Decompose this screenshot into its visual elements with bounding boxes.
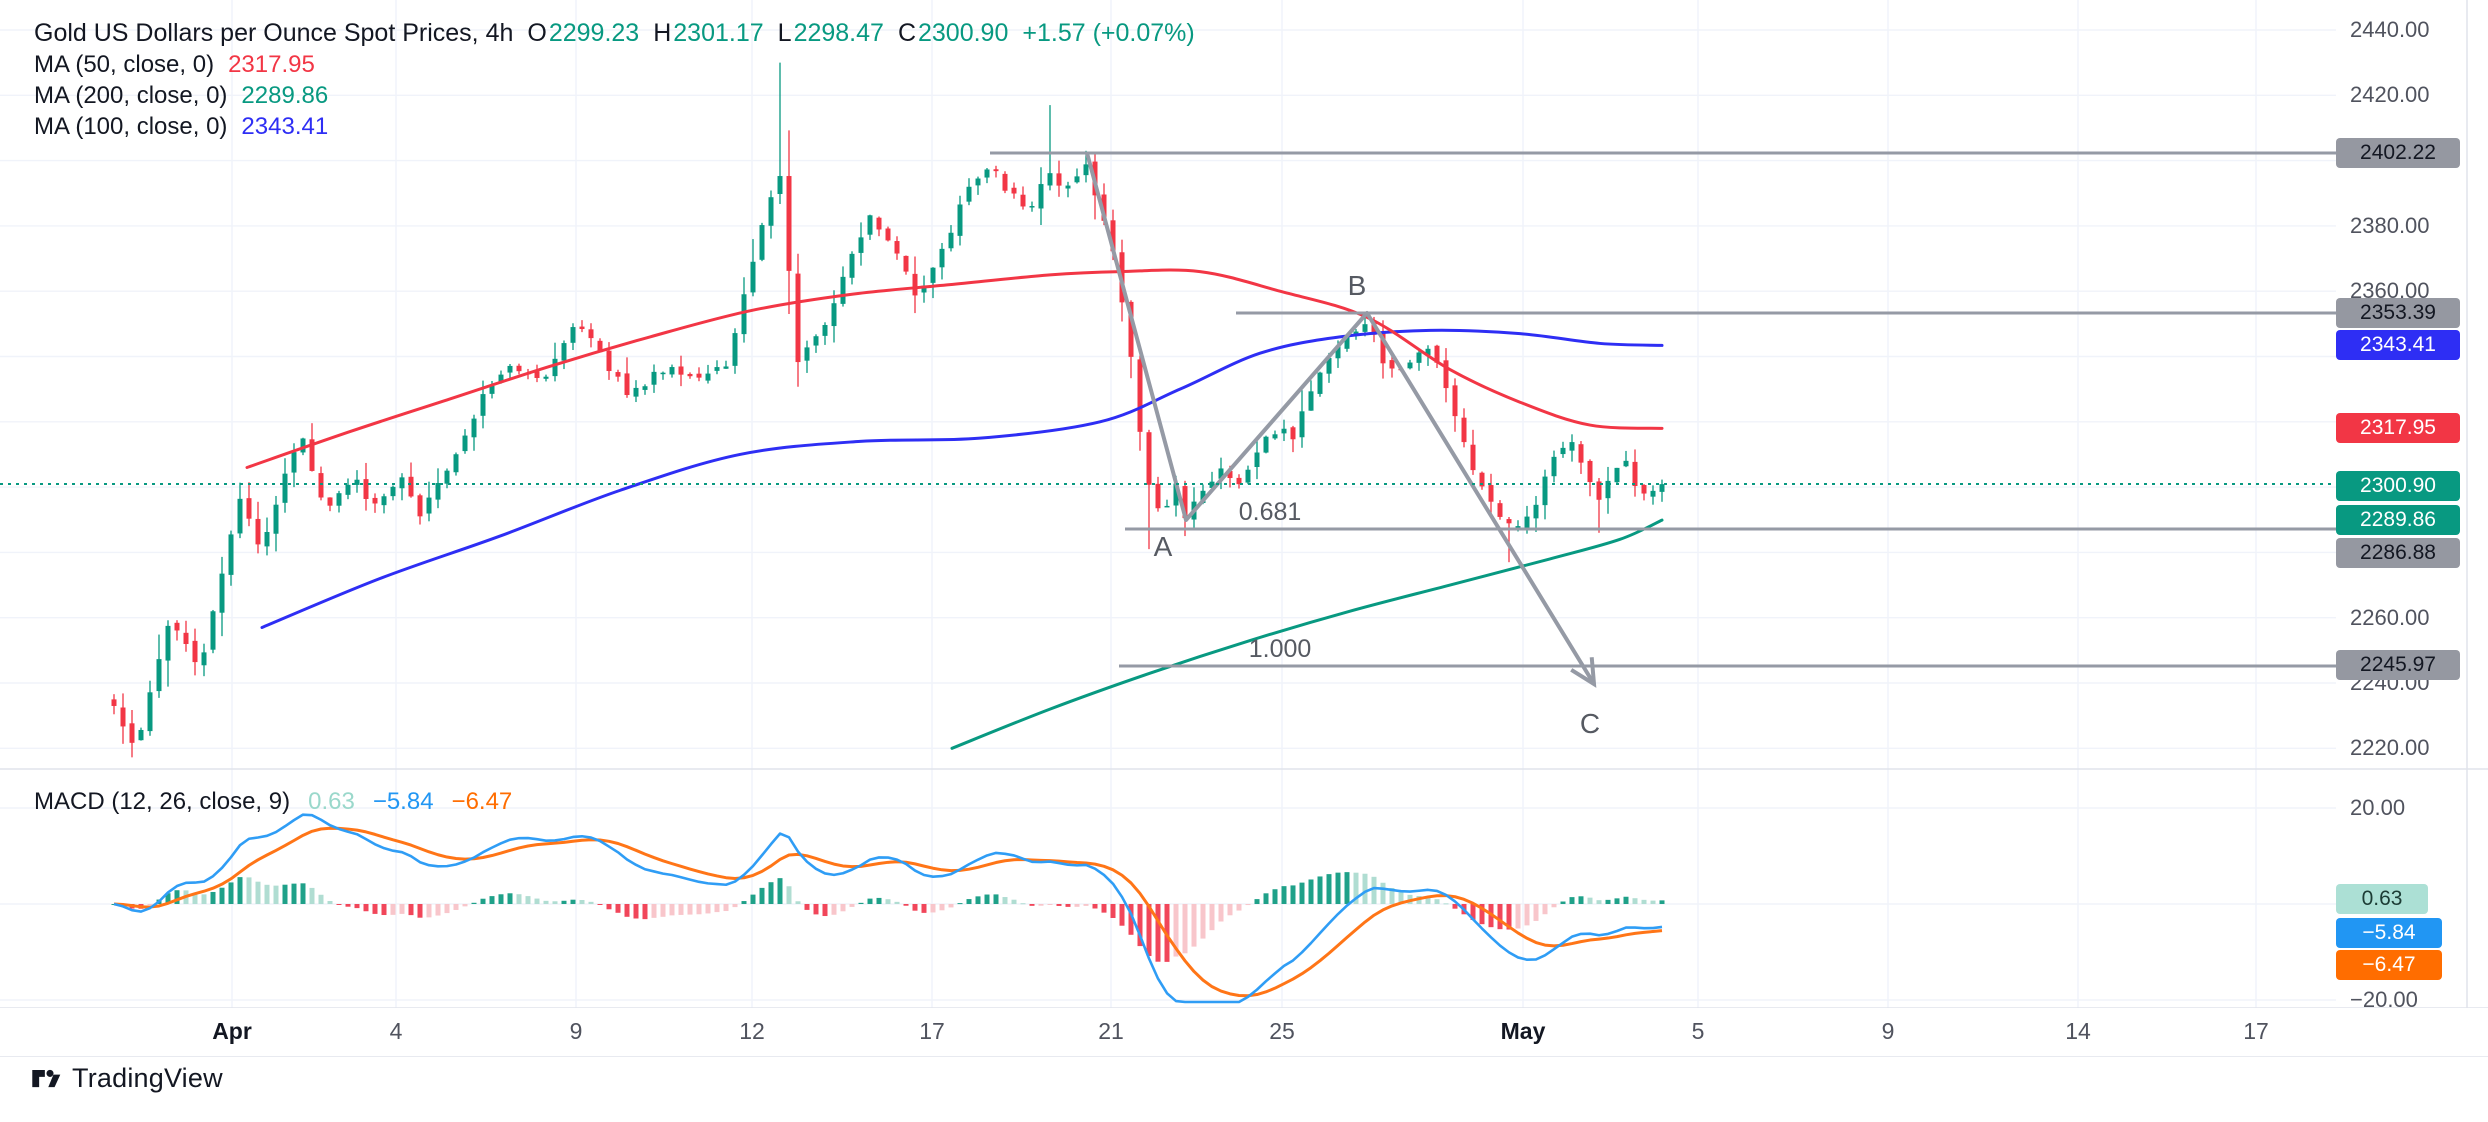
- ma200-row[interactable]: MA (200, close, 0) 2289.86: [34, 81, 329, 109]
- ma200-value: 2289.86: [241, 81, 329, 109]
- price-badge: 2402.22: [2336, 138, 2460, 168]
- symbol-row[interactable]: Gold US Dollars per Ounce Spot Prices, 4…: [34, 18, 1195, 49]
- wave-point-label: A: [1154, 531, 1173, 562]
- price-badge: 2300.90: [2336, 471, 2460, 501]
- time-axis-label: 25: [1269, 1018, 1295, 1044]
- price-axis[interactable]: 2440.00 2420.00 2380.00 2360.00 2260.00 2240.…: [2330, 0, 2488, 1056]
- price-badge: 2343.41: [2336, 330, 2460, 360]
- ohlc-open: O2299.23: [527, 19, 640, 47]
- arrowhead: [1570, 657, 1597, 688]
- abc-zigzag-line: [1085, 152, 1596, 686]
- time-axis-label: 17: [2243, 1018, 2269, 1044]
- time-axis-label: 12: [739, 1018, 765, 1044]
- time-axis-label: 9: [569, 1018, 583, 1044]
- ma50-row[interactable]: MA (50, close, 0) 2317.95: [34, 50, 315, 78]
- price-axis-tick: 2220.00: [2350, 735, 2430, 760]
- macd-label: MACD (12, 26, close, 9): [34, 788, 291, 815]
- ma100-value: 2343.41: [241, 112, 329, 140]
- fib-level-label: 0.681: [1239, 498, 1302, 526]
- wave-point-label: C: [1580, 708, 1600, 739]
- price-badge: −6.47: [2336, 950, 2442, 980]
- time-axis-label: May: [1500, 1018, 1546, 1044]
- price-axis-tick: 2260.00: [2350, 605, 2430, 630]
- tradingview-logo-icon: [32, 1069, 61, 1088]
- symbol-title[interactable]: Gold US Dollars per Ounce Spot Prices, 4…: [34, 19, 514, 47]
- brand-text: TradingView: [72, 1062, 223, 1093]
- price-axis-tick: 2440.00: [2350, 17, 2430, 42]
- time-axis[interactable]: Apr 4 9 12 17 21 25 May 5 9 14 17: [0, 1008, 2488, 1056]
- price-legend: Gold US Dollars per Ounce Spot Prices, 4…: [34, 18, 1195, 142]
- time-axis-label: 9: [1881, 1018, 1895, 1044]
- ma50-value: 2317.95: [228, 50, 315, 78]
- macd-hist-value: 0.63: [308, 788, 355, 815]
- macd-line-value: −5.84: [372, 788, 434, 815]
- ohlc-low: L2298.47: [777, 19, 884, 47]
- price-badge: 2286.88: [2336, 538, 2460, 568]
- time-axis-label: 21: [1098, 1018, 1124, 1044]
- macd-signal-value: −6.47: [451, 788, 513, 815]
- ma100-row[interactable]: MA (100, close, 0) 2343.41: [34, 112, 329, 140]
- drawing-annotations[interactable]: 0.681 1.000 A B C: [0, 151, 2336, 739]
- macd-indicator: [111, 813, 1665, 1004]
- time-axis-label: 14: [2065, 1018, 2091, 1044]
- time-axis-label: 4: [389, 1018, 403, 1044]
- price-badge: 2317.95: [2336, 413, 2460, 443]
- macd-legend-row[interactable]: MACD (12, 26, close, 9) 0.63 −5.84 −6.47: [34, 788, 512, 816]
- ohlc-close: C2300.90: [897, 19, 1009, 47]
- price-badge: 2353.39: [2336, 298, 2460, 328]
- candlestick-series: [111, 62, 1665, 758]
- gridlines: [0, 0, 2336, 1008]
- price-axis-tick: 2380.00: [2350, 213, 2430, 238]
- price-badge: 0.63: [2336, 884, 2428, 914]
- wave-point-label: B: [1348, 270, 1367, 301]
- time-axis-label: 5: [1691, 1018, 1705, 1044]
- fib-level-label: 1.000: [1249, 635, 1312, 663]
- ohlc-high: H2301.17: [653, 19, 764, 47]
- footer-brand[interactable]: TradingView: [30, 1062, 223, 1094]
- time-axis-label: Apr: [212, 1018, 252, 1044]
- price-badge: 2245.97: [2336, 650, 2460, 680]
- price-badge: 2289.86: [2336, 505, 2460, 535]
- price-badge: −5.84: [2336, 918, 2442, 948]
- price-axis-tick: −20.00: [2350, 987, 2418, 1012]
- price-axis-tick: 2420.00: [2350, 82, 2430, 107]
- price-axis-tick: 20.00: [2350, 795, 2406, 820]
- change-value: +1.57 (+0.07%): [1022, 19, 1195, 47]
- moving-average-lines: [245, 268, 1664, 750]
- time-axis-label: 17: [919, 1018, 945, 1044]
